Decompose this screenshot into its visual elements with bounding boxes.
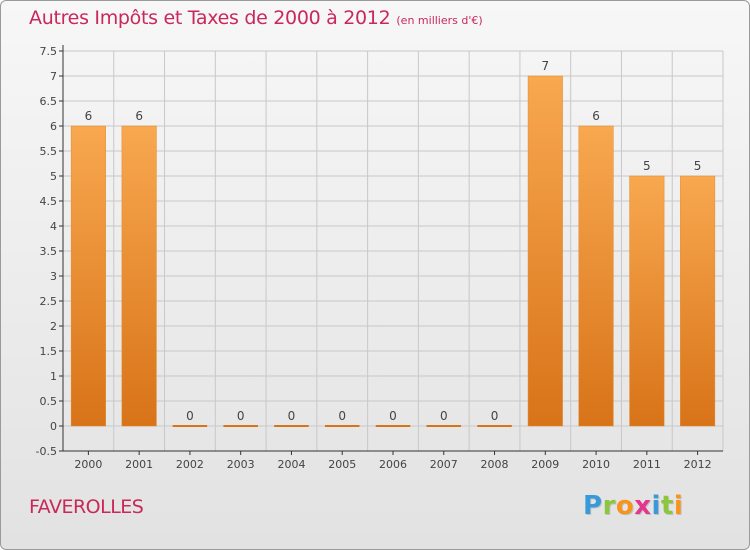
data-label-2007: 0 — [440, 409, 448, 423]
bar-2006 — [375, 425, 411, 427]
bars — [70, 75, 716, 427]
chart-unit-label: (en milliers d'€) — [396, 14, 483, 27]
logo-letter-2: o — [615, 491, 635, 521]
x-tick-label-2007: 2007 — [430, 458, 458, 471]
x-tick-label-2000: 2000 — [74, 458, 102, 471]
gridlines — [62, 50, 724, 452]
bar-2007 — [426, 425, 462, 427]
y-tick-label-1: 0 — [50, 420, 57, 433]
bar-2004 — [274, 425, 309, 427]
y-tick-label-12: 5.5 — [40, 145, 58, 158]
y-tick-label-13: 6 — [50, 120, 57, 133]
x-tick-label-2002: 2002 — [176, 458, 204, 471]
chart-title: Autres Impôts et Taxes de 2000 à 2012 (en… — [29, 7, 483, 29]
y-tick-label-5: 2 — [50, 320, 57, 333]
chart-title-text: Autres Impôts et Taxes de 2000 à 2012 — [29, 7, 391, 29]
data-label-2008: 0 — [491, 409, 499, 423]
x-tick-label-2009: 2009 — [531, 458, 559, 471]
y-tick-label-15: 7 — [50, 70, 57, 83]
y-tick-label-3: 1 — [50, 370, 57, 383]
data-label-2005: 0 — [338, 409, 346, 423]
y-tick-label-2: 0.5 — [40, 395, 58, 408]
x-tick-label-2005: 2005 — [328, 458, 356, 471]
data-label-2011: 5 — [643, 159, 651, 173]
logo-letter-4: i — [651, 491, 661, 521]
bar-2000 — [70, 125, 106, 427]
y-tick-label-4: 1.5 — [40, 345, 58, 358]
y-tick-label-14: 6.5 — [40, 95, 58, 108]
logo-letter-0: P — [583, 491, 603, 521]
x-tick-label-2006: 2006 — [379, 458, 407, 471]
logo-letter-3: x — [634, 491, 652, 521]
data-label-2003: 0 — [237, 409, 245, 423]
logo-letter-5: t — [660, 491, 674, 521]
x-tick-label-2012: 2012 — [684, 458, 712, 471]
x-tick-label-2003: 2003 — [227, 458, 255, 471]
y-tick-label-11: 5 — [50, 170, 57, 183]
bar-2003 — [223, 425, 258, 427]
y-tick-label-6: 2.5 — [40, 295, 58, 308]
x-tick-label-2004: 2004 — [277, 458, 305, 471]
bar-2002 — [172, 425, 208, 427]
data-label-2000: 6 — [85, 109, 93, 123]
x-tick-label-2001: 2001 — [125, 458, 153, 471]
logo-letter-1: r — [602, 491, 616, 521]
labels: -0.5 0 0.5 1 1.5 2 2.5 3 3.5 4 4.5 5 5.5 6 6.5 7 7.5 6 200… — [36, 45, 712, 471]
bar-2010 — [578, 125, 614, 427]
data-label-2012: 5 — [694, 159, 702, 173]
commune-name: FAVEROLLES — [29, 496, 144, 518]
bar-2005 — [324, 425, 360, 427]
x-tick-label-2011: 2011 — [633, 458, 661, 471]
bar-2001 — [121, 125, 157, 427]
bar-2011 — [629, 175, 665, 427]
data-label-2010: 6 — [592, 109, 600, 123]
logo-letter-6: i — [673, 491, 684, 521]
y-tick-label-7: 3 — [50, 270, 57, 283]
bar-2009 — [527, 75, 563, 427]
data-label-2002: 0 — [186, 409, 194, 423]
y-tick-label-16: 7.5 — [40, 45, 58, 58]
bar-2008 — [477, 425, 512, 427]
data-label-2006: 0 — [389, 409, 397, 423]
data-label-2009: 7 — [541, 59, 549, 73]
x-tick-label-2010: 2010 — [582, 458, 610, 471]
y-tick-label-9: 4 — [50, 220, 57, 233]
axes — [59, 45, 723, 455]
y-tick-label-0: -0.5 — [36, 445, 57, 458]
y-tick-label-8: 3.5 — [40, 245, 58, 258]
y-tick-label-10: 4.5 — [40, 195, 58, 208]
data-label-2004: 0 — [288, 409, 296, 423]
proxiti-logo: Proxiti — [583, 491, 683, 521]
bar-2012 — [680, 175, 716, 427]
data-label-2001: 6 — [135, 109, 143, 123]
x-tick-label-2008: 2008 — [481, 458, 509, 471]
